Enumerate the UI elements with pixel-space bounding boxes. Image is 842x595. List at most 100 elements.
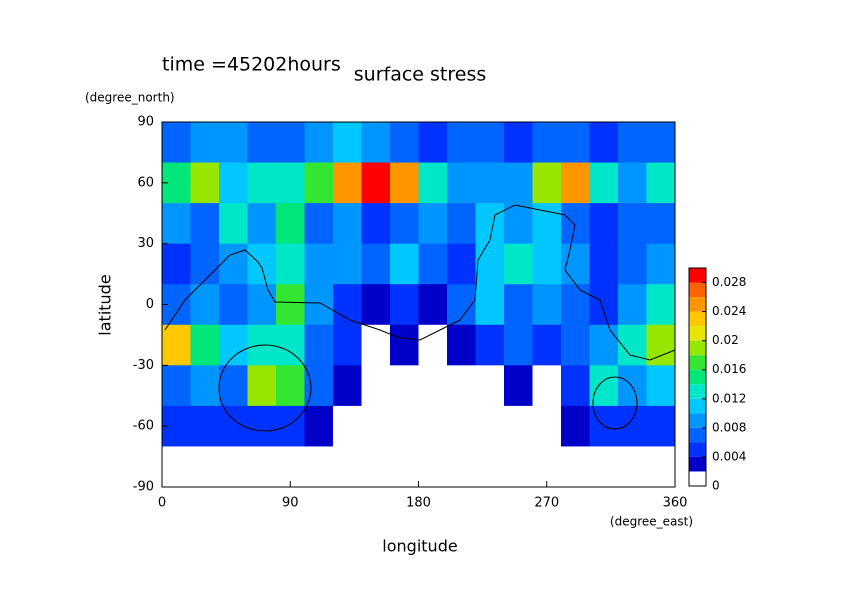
- field-cell: [162, 243, 191, 285]
- field-cell: [589, 365, 619, 407]
- colorbar-band: [689, 427, 706, 443]
- field-cell: [162, 122, 191, 164]
- field-cell: [361, 405, 391, 447]
- field-cell: [304, 324, 334, 366]
- colorbar-band: [689, 456, 706, 472]
- field-cell: [304, 162, 334, 204]
- colorbar-tick-label: 0.028: [712, 275, 746, 289]
- field-cell: [390, 365, 419, 407]
- field-cell: [418, 162, 448, 204]
- field-cell: [475, 243, 505, 285]
- field-cell: [646, 122, 676, 164]
- field-cell: [532, 284, 562, 326]
- field: [162, 122, 676, 488]
- field-cell: [646, 446, 676, 488]
- field-cell: [618, 243, 647, 285]
- field-cell: [333, 243, 362, 285]
- field-cell: [532, 365, 562, 407]
- field-cell: [276, 122, 305, 164]
- field-cell: [390, 446, 419, 488]
- field-cell: [418, 446, 448, 488]
- field-cell: [418, 284, 448, 326]
- field-cell: [390, 162, 419, 204]
- field-cell: [190, 162, 220, 204]
- field-cell: [589, 203, 619, 245]
- field-cell: [162, 365, 191, 407]
- field-cell: [418, 122, 448, 164]
- field-cell: [561, 365, 590, 407]
- field-cell: [219, 243, 248, 285]
- field-cell: [333, 162, 362, 204]
- colorbar-band: [689, 282, 706, 298]
- y-tick-label: 60: [137, 175, 154, 190]
- field-cell: [475, 365, 505, 407]
- field-cell: [190, 405, 220, 447]
- field-cell: [504, 324, 533, 366]
- field-cell: [561, 243, 590, 285]
- field-cell: [418, 203, 448, 245]
- colorbar-tick-label: 0.02: [712, 333, 739, 347]
- field-cell: [532, 162, 562, 204]
- colorbar-band: [689, 326, 706, 341]
- field-cell: [504, 122, 533, 164]
- field-cell: [561, 405, 590, 447]
- field-cell: [532, 446, 562, 488]
- field-cell: [475, 162, 505, 204]
- field-cell: [219, 203, 248, 245]
- field-cell: [561, 122, 590, 164]
- field-cell: [618, 365, 647, 407]
- field-cell: [247, 203, 277, 245]
- field-cell: [276, 284, 305, 326]
- field-cell: [418, 405, 448, 447]
- field-cell: [504, 162, 533, 204]
- field-cell: [618, 203, 647, 245]
- field-cell: [361, 243, 391, 285]
- field-cell: [447, 365, 476, 407]
- colorbar-tick-label: 0.024: [712, 304, 746, 318]
- field-cell: [361, 324, 391, 366]
- field-cell: [247, 446, 277, 488]
- field-cell: [219, 446, 248, 488]
- field-cell: [589, 243, 619, 285]
- y-tick-label: 0: [146, 297, 154, 312]
- field-cell: [475, 324, 505, 366]
- field-cell: [447, 324, 476, 366]
- field-cell: [561, 284, 590, 326]
- field-cell: [276, 162, 305, 204]
- field-cell: [618, 405, 647, 447]
- field-cell: [589, 446, 619, 488]
- field-cell: [447, 203, 476, 245]
- field-cell: [361, 203, 391, 245]
- field-cell: [333, 122, 362, 164]
- colorbar-band: [689, 311, 706, 327]
- field-cell: [276, 203, 305, 245]
- field-cell: [504, 243, 533, 285]
- field-cell: [447, 122, 476, 164]
- chart-subtitle: time =45202hours: [162, 54, 341, 76]
- field-cell: [390, 284, 419, 326]
- colorbar-tick-label: 0.004: [712, 449, 746, 463]
- y-unit: (degree_north): [85, 91, 175, 105]
- coastline: [164, 204, 676, 361]
- colorbar-band: [689, 442, 706, 457]
- field-cell: [646, 284, 676, 326]
- field-cell: [589, 324, 619, 366]
- field-cell: [532, 324, 562, 366]
- x-tick-label: 0: [158, 496, 166, 511]
- field-cell: [219, 284, 248, 326]
- colorbar-band: [689, 268, 706, 283]
- colorbar-tick-label: 0.016: [712, 362, 746, 376]
- x-axis-label: longitude: [382, 537, 457, 556]
- field-cell: [361, 122, 391, 164]
- field-cell: [333, 365, 362, 407]
- field-cell: [390, 122, 419, 164]
- colorbar-tick-label: 0.008: [712, 420, 746, 434]
- colorbar-band: [689, 369, 706, 385]
- field-cell: [247, 162, 277, 204]
- field-cell: [618, 284, 647, 326]
- field-cell: [475, 203, 505, 245]
- x-tick-label: 270: [534, 496, 559, 511]
- field-cell: [276, 446, 305, 488]
- field-cell: [190, 203, 220, 245]
- field-cell: [561, 324, 590, 366]
